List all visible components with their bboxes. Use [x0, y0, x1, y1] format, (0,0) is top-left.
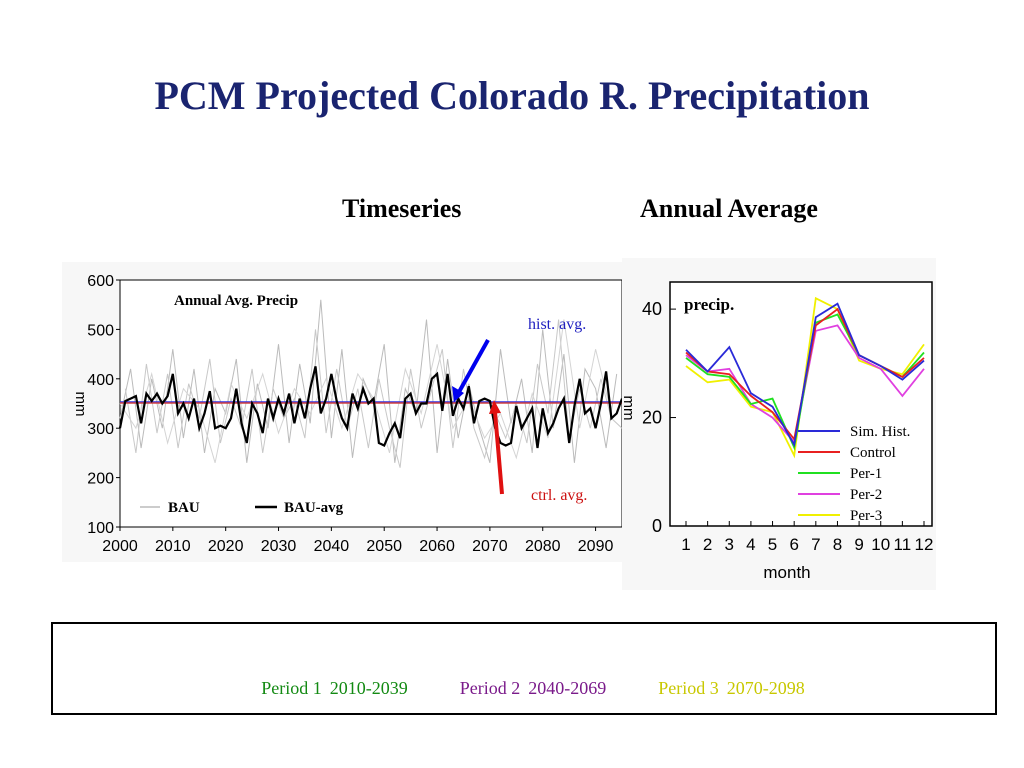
period-1-name: Period 1: [261, 678, 322, 698]
hist-avg-arrow-shaft: [457, 339, 490, 393]
ctrl-avg-annotation: ctrl. avg.: [531, 487, 587, 504]
periods-row: Period 1 2010-2039 Period 2 2040-2069 Period…: [53, 657, 995, 720]
legend-label: Control: [850, 445, 896, 461]
timeseries-chart: 100 200 300 400 500 600 2000 2010 2020 2030 2040 20…: [62, 262, 622, 562]
y-axis-label: mm: [72, 392, 89, 417]
y-tick-label: 600: [87, 273, 114, 290]
x-tick-label: 2030: [261, 538, 297, 555]
x-tick-label: 2: [703, 535, 712, 554]
period-2-years: 2040-2069: [528, 678, 607, 698]
slide-title: PCM Projected Colorado R. Precipitation: [154, 73, 870, 118]
x-tick-label: 12: [915, 535, 934, 554]
x-tick-label: 6: [789, 535, 798, 554]
x-tick-label: 9: [854, 535, 863, 554]
y-tick-label: 100: [87, 520, 114, 537]
period-1-years: 2010-2039: [329, 678, 408, 698]
x-tick-label: 1: [681, 535, 690, 554]
x-tick-label: 7: [811, 535, 820, 554]
y-tick-label: 40: [642, 299, 662, 319]
legend-label: Sim. Hist.: [850, 424, 910, 440]
x-tick-label: 3: [725, 535, 734, 554]
hist-avg-annotation: hist. avg.: [528, 316, 586, 333]
x-tick-label: 2080: [525, 538, 561, 555]
timeseries-title: Annual Avg. Precip: [174, 293, 298, 309]
ctrl-avg-arrow-head: [489, 400, 501, 414]
x-tick-label: 8: [833, 535, 842, 554]
bau-avg-line: [118, 366, 622, 449]
x-tick-label: 10: [871, 535, 890, 554]
hist-avg-arrow-head: [452, 386, 464, 402]
legend-label-bau-avg: BAU-avg: [284, 500, 344, 516]
legend-label: Per-2: [850, 487, 882, 503]
y-tick-label: 200: [87, 471, 114, 488]
x-tick-label: 11: [894, 535, 912, 554]
x-tick-label: 2060: [419, 538, 455, 555]
y-tick-label: 20: [642, 408, 662, 428]
x-tick-label: 2040: [314, 538, 350, 555]
x-tick-label: 2050: [366, 538, 402, 555]
legend-label-bau: BAU: [168, 500, 200, 516]
x-tick-label: 2000: [102, 538, 138, 555]
series-line: [685, 302, 925, 448]
ctrl-avg-arrow-shaft: [493, 411, 504, 495]
timeseries-subtitle: Timeseries: [342, 194, 462, 223]
x-tick-label: 2070: [472, 538, 508, 555]
y-axis-label: mm: [622, 396, 637, 421]
monthly-title: precip.: [684, 295, 734, 314]
period-3-name: Period 3: [658, 678, 719, 698]
annual-average-subtitle: Annual Average: [640, 194, 818, 223]
y-tick-label: 300: [87, 421, 114, 438]
period-2-name: Period 2: [459, 678, 521, 698]
x-tick-label: 5: [768, 535, 777, 554]
y-tick-label: 0: [652, 516, 662, 536]
legend-label: Per-3: [850, 508, 882, 524]
periods-box: Period 1 2010-2039 Period 2 2040-2069 Period…: [51, 622, 997, 715]
x-tick-label: 4: [746, 535, 755, 554]
legend-label: Per-1: [850, 466, 882, 482]
x-tick-label: 2020: [208, 538, 244, 555]
bau-member-line: [124, 319, 622, 468]
y-tick-label: 500: [87, 322, 114, 339]
period-3-years: 2070-2098: [726, 678, 805, 698]
x-tick-label: 2090: [578, 538, 614, 555]
x-tick-label: 2010: [155, 538, 191, 555]
y-tick-label: 400: [87, 372, 114, 389]
x-axis-label: month: [763, 563, 810, 582]
